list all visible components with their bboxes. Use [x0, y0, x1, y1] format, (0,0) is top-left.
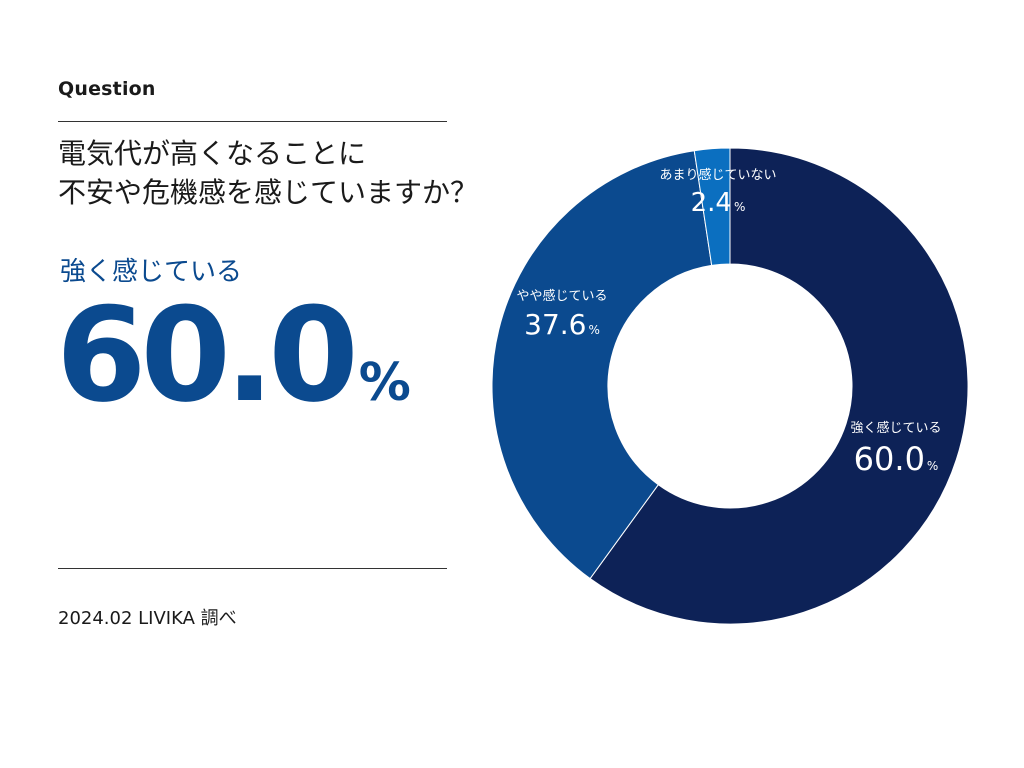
question-text: 電気代が高くなることに 不安や危機感を感じていますか？	[58, 134, 478, 212]
question-line-1: 電気代が高くなることに	[58, 137, 367, 170]
slice-value-2: 2.4%	[691, 188, 746, 218]
donut-slice-1	[491, 150, 713, 580]
slice-value-1: 37.6%	[524, 308, 600, 341]
donut-slice-0	[589, 147, 969, 625]
source-note: 2024.02 LIVIKA 調べ	[58, 608, 237, 629]
top-divider	[58, 121, 447, 122]
highlight-value: 60.0%	[56, 290, 411, 420]
highlight-number: 60.0	[56, 279, 359, 431]
highlight-label: 強く感じている	[60, 257, 243, 287]
slice-label-0: 強く感じている	[850, 420, 941, 436]
question-label: Question	[58, 78, 156, 100]
bottom-divider	[58, 568, 447, 569]
highlight-unit: %	[358, 353, 411, 413]
question-line-2: 不安や危機感を感じていますか？	[58, 176, 479, 209]
slice-label-1: やや感じている	[516, 288, 607, 304]
slice-label-2: あまり感じていない	[659, 167, 776, 183]
slice-value-0: 60.0%	[854, 440, 939, 478]
donut-slice-2	[693, 147, 731, 266]
